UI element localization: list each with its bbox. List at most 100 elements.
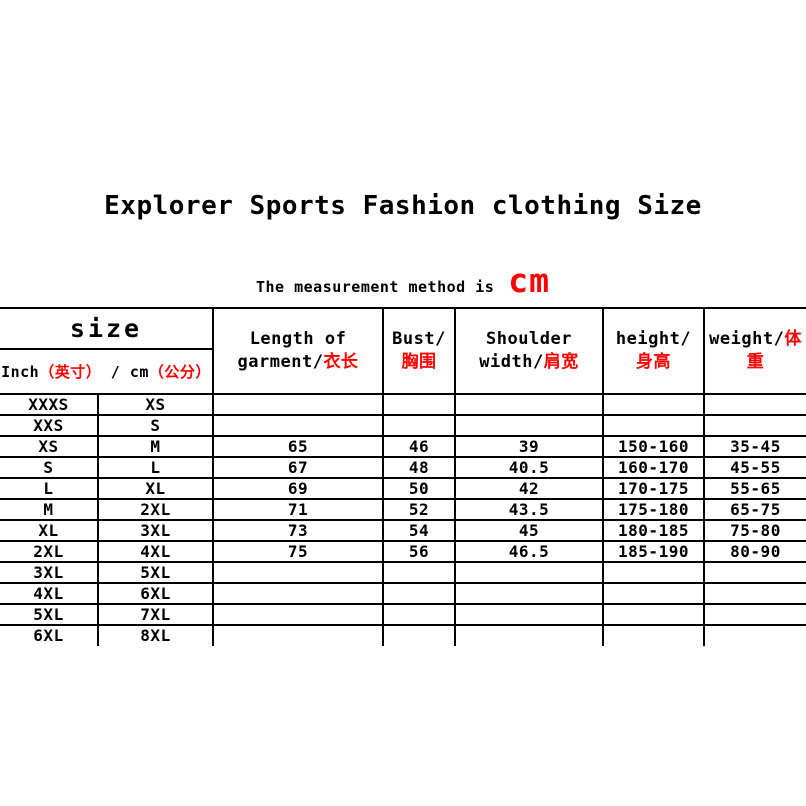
measurement-note-text: The measurement method is — [255, 278, 495, 296]
table-row: XL 3XL 73 54 45 180-185 75-80 — [0, 519, 806, 542]
weight-header-cn1: 体 — [784, 329, 802, 350]
cell-height — [602, 582, 705, 605]
inch-label-cn: （英寸） — [39, 363, 102, 381]
cell-size-inch: 2XL — [0, 540, 99, 563]
table-row: 4XL 6XL — [0, 582, 806, 605]
cell-bust: 46 — [382, 435, 456, 458]
length-header-line1: Length of — [249, 329, 347, 350]
cell-length — [212, 582, 384, 605]
weight-header-line1: weight/体 — [706, 328, 806, 351]
cell-bust: 50 — [382, 477, 456, 500]
cell-size-inch: XL — [0, 519, 99, 542]
shoulder-header: Shoulder width/肩宽 — [454, 307, 604, 395]
cell-height — [602, 624, 705, 646]
cell-size-inch: 6XL — [0, 624, 99, 646]
cell-length — [212, 561, 384, 584]
cell-size-inch: XS — [0, 435, 99, 458]
cell-weight: 75-80 — [703, 519, 806, 542]
cell-length — [212, 393, 384, 416]
cell-size-cm: 2XL — [97, 498, 214, 521]
cell-length: 75 — [212, 540, 384, 563]
length-header-en: garment/ — [237, 352, 324, 372]
cell-weight: 45-55 — [703, 456, 806, 479]
cm-label: cm — [129, 363, 149, 381]
cell-bust: 48 — [382, 456, 456, 479]
cell-shoulder: 39 — [454, 435, 604, 458]
table-row: 2XL 4XL 75 56 46.5 185-190 80-90 — [0, 540, 806, 563]
size-unit-header: Inch（英寸） / cm（公分） — [0, 348, 213, 395]
table-row: 5XL 7XL — [0, 603, 806, 626]
cell-length: 71 — [212, 498, 384, 521]
shoulder-header-cn: 肩宽 — [543, 352, 579, 372]
cell-shoulder — [454, 624, 604, 646]
unit-separator: / — [101, 363, 130, 381]
cell-height: 180-185 — [602, 519, 705, 542]
cell-shoulder: 40.5 — [454, 456, 604, 479]
cell-shoulder — [454, 561, 604, 584]
bust-header-cn: 胸围 — [401, 352, 437, 372]
cell-bust — [382, 603, 456, 626]
size-header: size — [0, 307, 214, 350]
cell-shoulder: 46.5 — [454, 540, 604, 563]
cell-size-cm: XS — [97, 393, 214, 416]
cell-length — [212, 624, 384, 646]
weight-header: weight/体 重 — [703, 307, 806, 395]
cell-weight — [703, 414, 806, 437]
cell-bust: 54 — [382, 519, 456, 542]
size-table: size Length of garment/衣长 Bust/ 胸围 Shoul… — [0, 307, 806, 646]
cell-bust: 52 — [382, 498, 456, 521]
cell-size-inch: L — [0, 477, 99, 500]
bust-header-en: Bust/ — [392, 329, 446, 350]
cell-size-cm: M — [97, 435, 214, 458]
length-header-line2: garment/衣长 — [215, 351, 381, 374]
cell-weight: 80-90 — [703, 540, 806, 563]
cell-shoulder — [454, 393, 604, 416]
table-row: XXXS XS — [0, 393, 806, 416]
cm-label-cn: （公分） — [148, 363, 211, 381]
header-row-sub: Inch（英寸） / cm（公分） — [0, 348, 806, 395]
cell-size-inch: XXXS — [0, 393, 99, 416]
cell-size-cm: S — [97, 414, 214, 437]
cell-size-cm: 7XL — [97, 603, 214, 626]
cell-size-inch: M — [0, 498, 99, 521]
cell-size-inch: 4XL — [0, 582, 99, 605]
cell-bust: 56 — [382, 540, 456, 563]
cell-weight — [703, 603, 806, 626]
cell-size-cm: 3XL — [97, 519, 214, 542]
weight-header-cn2: 重 — [746, 352, 765, 372]
cell-size-cm: 6XL — [97, 582, 214, 605]
cell-size-cm: XL — [97, 477, 214, 500]
header-row-top: size Length of garment/衣长 Bust/ 胸围 Shoul… — [0, 307, 806, 395]
cell-height: 175-180 — [602, 498, 705, 521]
table-row: XS M 65 46 39 150-160 35-45 — [0, 435, 806, 458]
cell-shoulder — [454, 603, 604, 626]
cell-height: 170-175 — [602, 477, 705, 500]
cell-length — [212, 414, 384, 437]
cell-height — [602, 561, 705, 584]
cell-weight — [703, 393, 806, 416]
cell-height — [602, 603, 705, 626]
table-row: M 2XL 71 52 43.5 175-180 65-75 — [0, 498, 806, 521]
cell-shoulder: 42 — [454, 477, 604, 500]
cell-length: 65 — [212, 435, 384, 458]
height-header-cn: 身高 — [636, 352, 671, 372]
length-header: Length of garment/衣长 — [212, 307, 384, 395]
table-row: 6XL 8XL — [0, 624, 806, 646]
cell-size-cm: 5XL — [97, 561, 214, 584]
table-row: S L 67 48 40.5 160-170 45-55 — [0, 456, 806, 479]
height-header: height/ 身高 — [602, 307, 705, 395]
size-table-header: size Length of garment/衣长 Bust/ 胸围 Shoul… — [0, 307, 806, 395]
measurement-note: The measurement method is cm — [0, 264, 806, 297]
cell-weight — [703, 624, 806, 646]
bust-header: Bust/ 胸围 — [382, 307, 456, 395]
cell-height: 150-160 — [602, 435, 705, 458]
cell-bust — [382, 561, 456, 584]
page-title: Explorer Sports Fashion clothing Size — [104, 191, 702, 221]
cell-size-inch: 5XL — [0, 603, 99, 626]
cell-length — [212, 603, 384, 626]
length-header-cn: 衣长 — [323, 352, 359, 372]
cell-shoulder — [454, 582, 604, 605]
inch-label: Inch — [1, 363, 40, 381]
cell-weight: 55-65 — [703, 477, 806, 500]
cell-height — [602, 414, 705, 437]
